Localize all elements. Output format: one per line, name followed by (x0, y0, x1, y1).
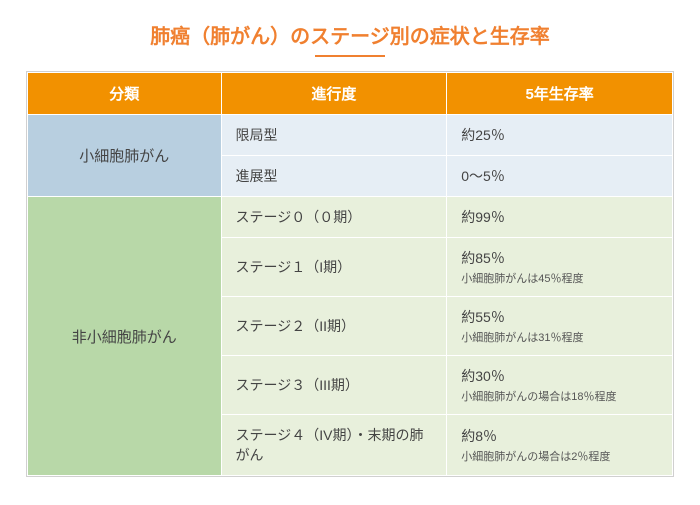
rate-value: 約85％ (461, 248, 658, 268)
stage-cell: ステージ２（II期） (221, 297, 447, 356)
col-header-category: 分類 (28, 73, 222, 115)
rate-note: 小細胞肺がんの場合は18％程度 (461, 388, 658, 404)
rate-cell: 約30％ 小細胞肺がんの場合は18％程度 (447, 356, 673, 415)
rate-value: 0～5％ (461, 166, 658, 186)
rate-note: 小細胞肺がんの場合は2％程度 (461, 448, 658, 464)
stage-cell: ステージ０（０期） (221, 197, 447, 238)
table-container: 分類 進行度 5年生存率 小細胞肺がん限局型約25％進展型0～5％非小細胞肺がん… (26, 71, 674, 477)
survival-table: 分類 進行度 5年生存率 小細胞肺がん限局型約25％進展型0～5％非小細胞肺がん… (27, 72, 673, 476)
rate-cell: 約8％ 小細胞肺がんの場合は2％程度 (447, 415, 673, 476)
stage-cell: ステージ１（I期） (221, 238, 447, 297)
table-row: 小細胞肺がん限局型約25％ (28, 115, 673, 156)
rate-value: 約25％ (461, 125, 658, 145)
stage-cell: 限局型 (221, 115, 447, 156)
title-underline (315, 55, 385, 57)
table-row: 非小細胞肺がんステージ０（０期）約99％ (28, 197, 673, 238)
rate-cell: 約55％ 小細胞肺がんは31％程度 (447, 297, 673, 356)
category-cell: 非小細胞肺がん (28, 197, 222, 476)
category-cell: 小細胞肺がん (28, 115, 222, 197)
stage-cell: 進展型 (221, 156, 447, 197)
rate-value: 約30％ (461, 366, 658, 386)
rate-value: 約55％ (461, 307, 658, 327)
rate-note: 小細胞肺がんは31％程度 (461, 329, 658, 345)
col-header-stage: 進行度 (221, 73, 447, 115)
page-title: 肺癌（肺がん）のステージ別の症状と生存率 (26, 20, 674, 49)
table-header-row: 分類 進行度 5年生存率 (28, 73, 673, 115)
rate-cell: 約85％ 小細胞肺がんは45％程度 (447, 238, 673, 297)
rate-cell: 約99％ (447, 197, 673, 238)
rate-value: 約8％ (461, 426, 658, 446)
stage-cell: ステージ４（IV期）・末期の肺がん (221, 415, 447, 476)
stage-cell: ステージ３（III期） (221, 356, 447, 415)
rate-cell: 約25％ (447, 115, 673, 156)
rate-cell: 0～5％ (447, 156, 673, 197)
col-header-rate: 5年生存率 (447, 73, 673, 115)
rate-note: 小細胞肺がんは45％程度 (461, 270, 658, 286)
rate-value: 約99％ (461, 207, 658, 227)
